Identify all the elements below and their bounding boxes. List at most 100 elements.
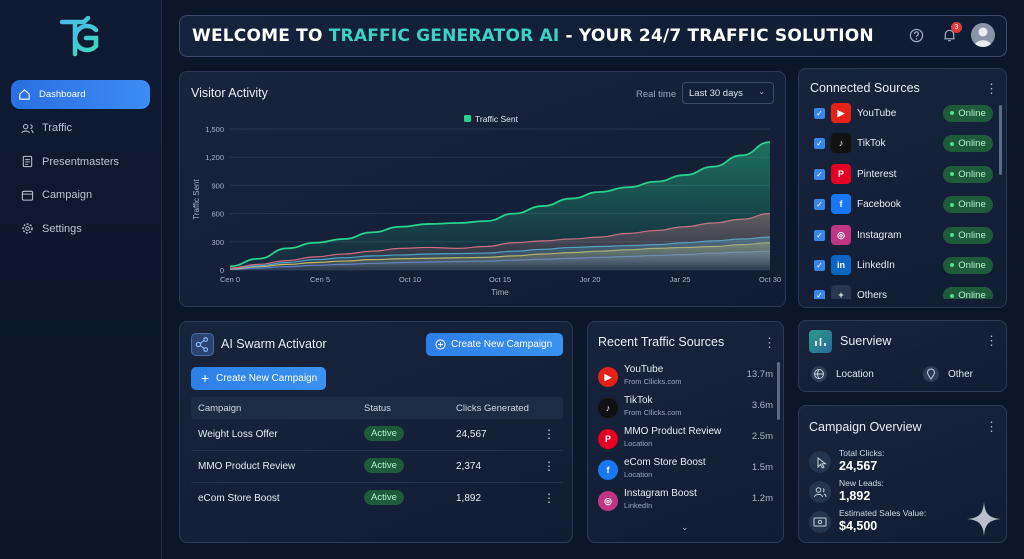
plus-icon: +: [201, 370, 210, 386]
location-item[interactable]: Location: [810, 365, 910, 383]
tiktok-icon: ♪: [598, 398, 618, 418]
sidebar-item-traffic[interactable]: Traffic: [11, 114, 150, 143]
date-range-value: Last 30 days: [689, 88, 743, 99]
stat-value: 24,567: [839, 459, 878, 473]
more-options-icon[interactable]: ⋮: [985, 333, 998, 348]
sidebar-item-settings[interactable]: Settings: [11, 214, 150, 243]
table-row[interactable]: MMO Product Review Active 2,374 ⋮: [191, 451, 563, 483]
checkbox[interactable]: ✓: [814, 229, 825, 241]
stat-value: $4,500: [839, 519, 878, 533]
source-row-facebook[interactable]: ✓ f Facebook Online: [811, 192, 996, 222]
sidebar-item-campaign[interactable]: Campaign: [11, 181, 150, 210]
list-item[interactable]: P MMO Product Review Location 2.5m: [598, 426, 773, 454]
row-menu-icon[interactable]: ⋮: [543, 427, 555, 441]
sidebar-item-presentmasters[interactable]: Presentmasters: [11, 147, 150, 176]
map-pin-icon: [923, 366, 939, 382]
help-icon[interactable]: [909, 28, 924, 43]
source-value: 13.7m: [746, 369, 773, 380]
create-campaign-button[interactable]: + Create New Campaign: [191, 367, 326, 390]
more-options-icon[interactable]: ⋮: [985, 419, 998, 434]
x-tick-label: Cen 5: [310, 275, 330, 284]
recent-sources-title: Recent Traffic Sources: [598, 335, 725, 349]
table-row[interactable]: Weight Loss Offer Active 24,567 ⋮: [191, 419, 563, 451]
status-badge: Online: [943, 105, 993, 122]
status-badge: Active: [364, 490, 404, 505]
status-text: Online: [958, 229, 986, 241]
create-campaign-button-primary[interactable]: Create New Campaign: [426, 333, 563, 356]
list-item[interactable]: f eCom Store Boost Location 1.5m: [598, 457, 773, 485]
campaign-name: Weight Loss Offer: [198, 429, 278, 440]
app-logo-icon[interactable]: [58, 16, 102, 60]
user-avatar-icon: [974, 27, 992, 47]
source-row-others[interactable]: ✓ + Others Online: [811, 283, 996, 299]
source-name: Instagram: [857, 229, 902, 241]
source-name: MMO Product Review: [624, 426, 722, 437]
list-item[interactable]: ◎ Instagram Boost LinkedIn 1.2m: [598, 488, 773, 516]
surview-title: Suerview: [840, 334, 892, 348]
source-row-tiktok[interactable]: ✓ ♪ TikTok Online: [811, 131, 996, 161]
swarm-icon: [191, 333, 214, 356]
date-range-select[interactable]: Last 30 days ⌄: [682, 82, 774, 104]
campaign-name: MMO Product Review: [198, 461, 296, 472]
y-tick-label: 300: [211, 238, 224, 247]
other-item[interactable]: Other: [922, 365, 1002, 383]
table-header: Campaign Status Clicks Generated: [191, 397, 563, 419]
source-row-linkedin[interactable]: ✓ in LinkedIn Online: [811, 253, 996, 283]
row-menu-icon[interactable]: ⋮: [543, 459, 555, 473]
stat-label: Estimated Sales Value:: [839, 508, 927, 518]
source-row-instagram[interactable]: ✓ ◎ Instagram Online: [811, 223, 996, 253]
scrollbar[interactable]: [777, 362, 780, 420]
connected-sources-panel: Connected Sources ⋮ ✓ ▶ YouTube Online ✓ ♪ Tik…: [798, 68, 1007, 308]
visitor-activity-title: Visitor Activity: [191, 86, 268, 100]
status-text: Online: [958, 108, 986, 119]
column-header-status[interactable]: Status: [364, 403, 391, 414]
avatar[interactable]: [971, 23, 995, 47]
youtube-icon: ▶: [831, 103, 851, 123]
checkbox[interactable]: ✓: [814, 138, 825, 150]
list-item[interactable]: ▶ YouTube From Cllicks.com 13.7m: [598, 364, 773, 392]
column-header-clicks[interactable]: Clicks Generated: [456, 403, 529, 414]
more-options-icon[interactable]: ⋮: [763, 335, 776, 350]
sidebar-item-dashboard[interactable]: Dashboard: [11, 80, 150, 109]
gear-icon: [22, 223, 33, 234]
chevron-down-icon[interactable]: ⌄: [681, 522, 689, 532]
status-badge: Online: [943, 135, 993, 153]
source-value: 2.5m: [751, 431, 773, 442]
realtime-label[interactable]: Real time: [636, 89, 677, 100]
total-clicks-stat: Total Clicks: 24,567: [809, 448, 989, 476]
y-axis-label: Traffic Sent: [192, 178, 201, 219]
checkbox[interactable]: ✓: [814, 108, 825, 119]
row-menu-icon[interactable]: ⋮: [543, 491, 555, 505]
globe-icon: [811, 366, 827, 382]
checkbox[interactable]: ✓: [814, 259, 825, 271]
scrollbar[interactable]: [999, 105, 1002, 175]
header-bar: WELCOME TO TRAFFIC GENERATOR AI - YOUR 2…: [179, 15, 1007, 57]
more-options-icon[interactable]: ⋮: [985, 81, 998, 96]
checkbox[interactable]: ✓: [814, 168, 825, 180]
campaign-table: Campaign Status Clicks Generated Weight …: [191, 397, 563, 515]
status-badge: Active: [364, 458, 404, 473]
checkbox[interactable]: ✓: [814, 199, 825, 211]
clicks-value: 2,374: [456, 461, 482, 472]
status-badge: Online: [943, 196, 993, 214]
clicks-value: 1,892: [456, 493, 482, 504]
connected-sources-list: ✓ ▶ YouTube Online ✓ ♪ TikTok Online ✓ P Pinterest…: [811, 101, 996, 299]
users-icon: [809, 481, 831, 503]
title-prefix: WELCOME TO: [192, 26, 329, 46]
source-row-youtube[interactable]: ✓ ▶ YouTube Online: [811, 101, 996, 131]
column-header-campaign[interactable]: Campaign: [198, 403, 242, 414]
list-item[interactable]: ♪ TikTok From Cllicks.com 3.6m: [598, 395, 773, 423]
document-icon: [22, 155, 33, 168]
source-row-pinterest[interactable]: ✓ P Pinterest Online: [811, 162, 996, 192]
y-tick-label: 1,200: [205, 153, 224, 162]
pinterest-icon: P: [831, 163, 851, 184]
status-badge: Active: [364, 426, 404, 441]
bell-icon[interactable]: [942, 27, 957, 43]
stat-label: New Leads:: [839, 478, 884, 488]
checkbox[interactable]: ✓: [814, 290, 825, 299]
source-name: TikTok: [857, 138, 886, 150]
pinterest-icon: P: [598, 429, 618, 449]
table-row[interactable]: eCom Store Boost Active 1,892 ⋮: [191, 483, 563, 515]
button-label: Create New Campaign: [216, 373, 318, 384]
linkedin-icon: in: [831, 254, 851, 275]
